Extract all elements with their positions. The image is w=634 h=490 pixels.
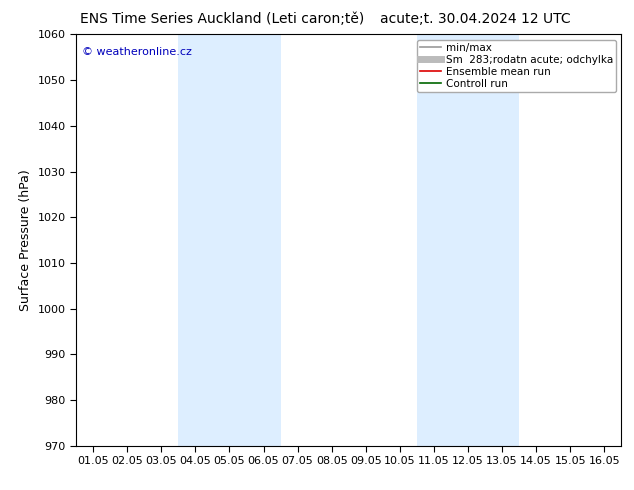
Y-axis label: Surface Pressure (hPa): Surface Pressure (hPa)	[19, 169, 32, 311]
Text: ENS Time Series Auckland (Leti caron;tě): ENS Time Series Auckland (Leti caron;tě)	[80, 12, 364, 26]
Bar	[178, 34, 280, 446]
Text: acute;t. 30.04.2024 12 UTC: acute;t. 30.04.2024 12 UTC	[380, 12, 571, 26]
Text: © weatheronline.cz: © weatheronline.cz	[82, 47, 191, 57]
Bar	[417, 34, 519, 446]
Legend: min/max, Sm  283;rodatn acute; odchylka, Ensemble mean run, Controll run: min/max, Sm 283;rodatn acute; odchylka, …	[417, 40, 616, 92]
